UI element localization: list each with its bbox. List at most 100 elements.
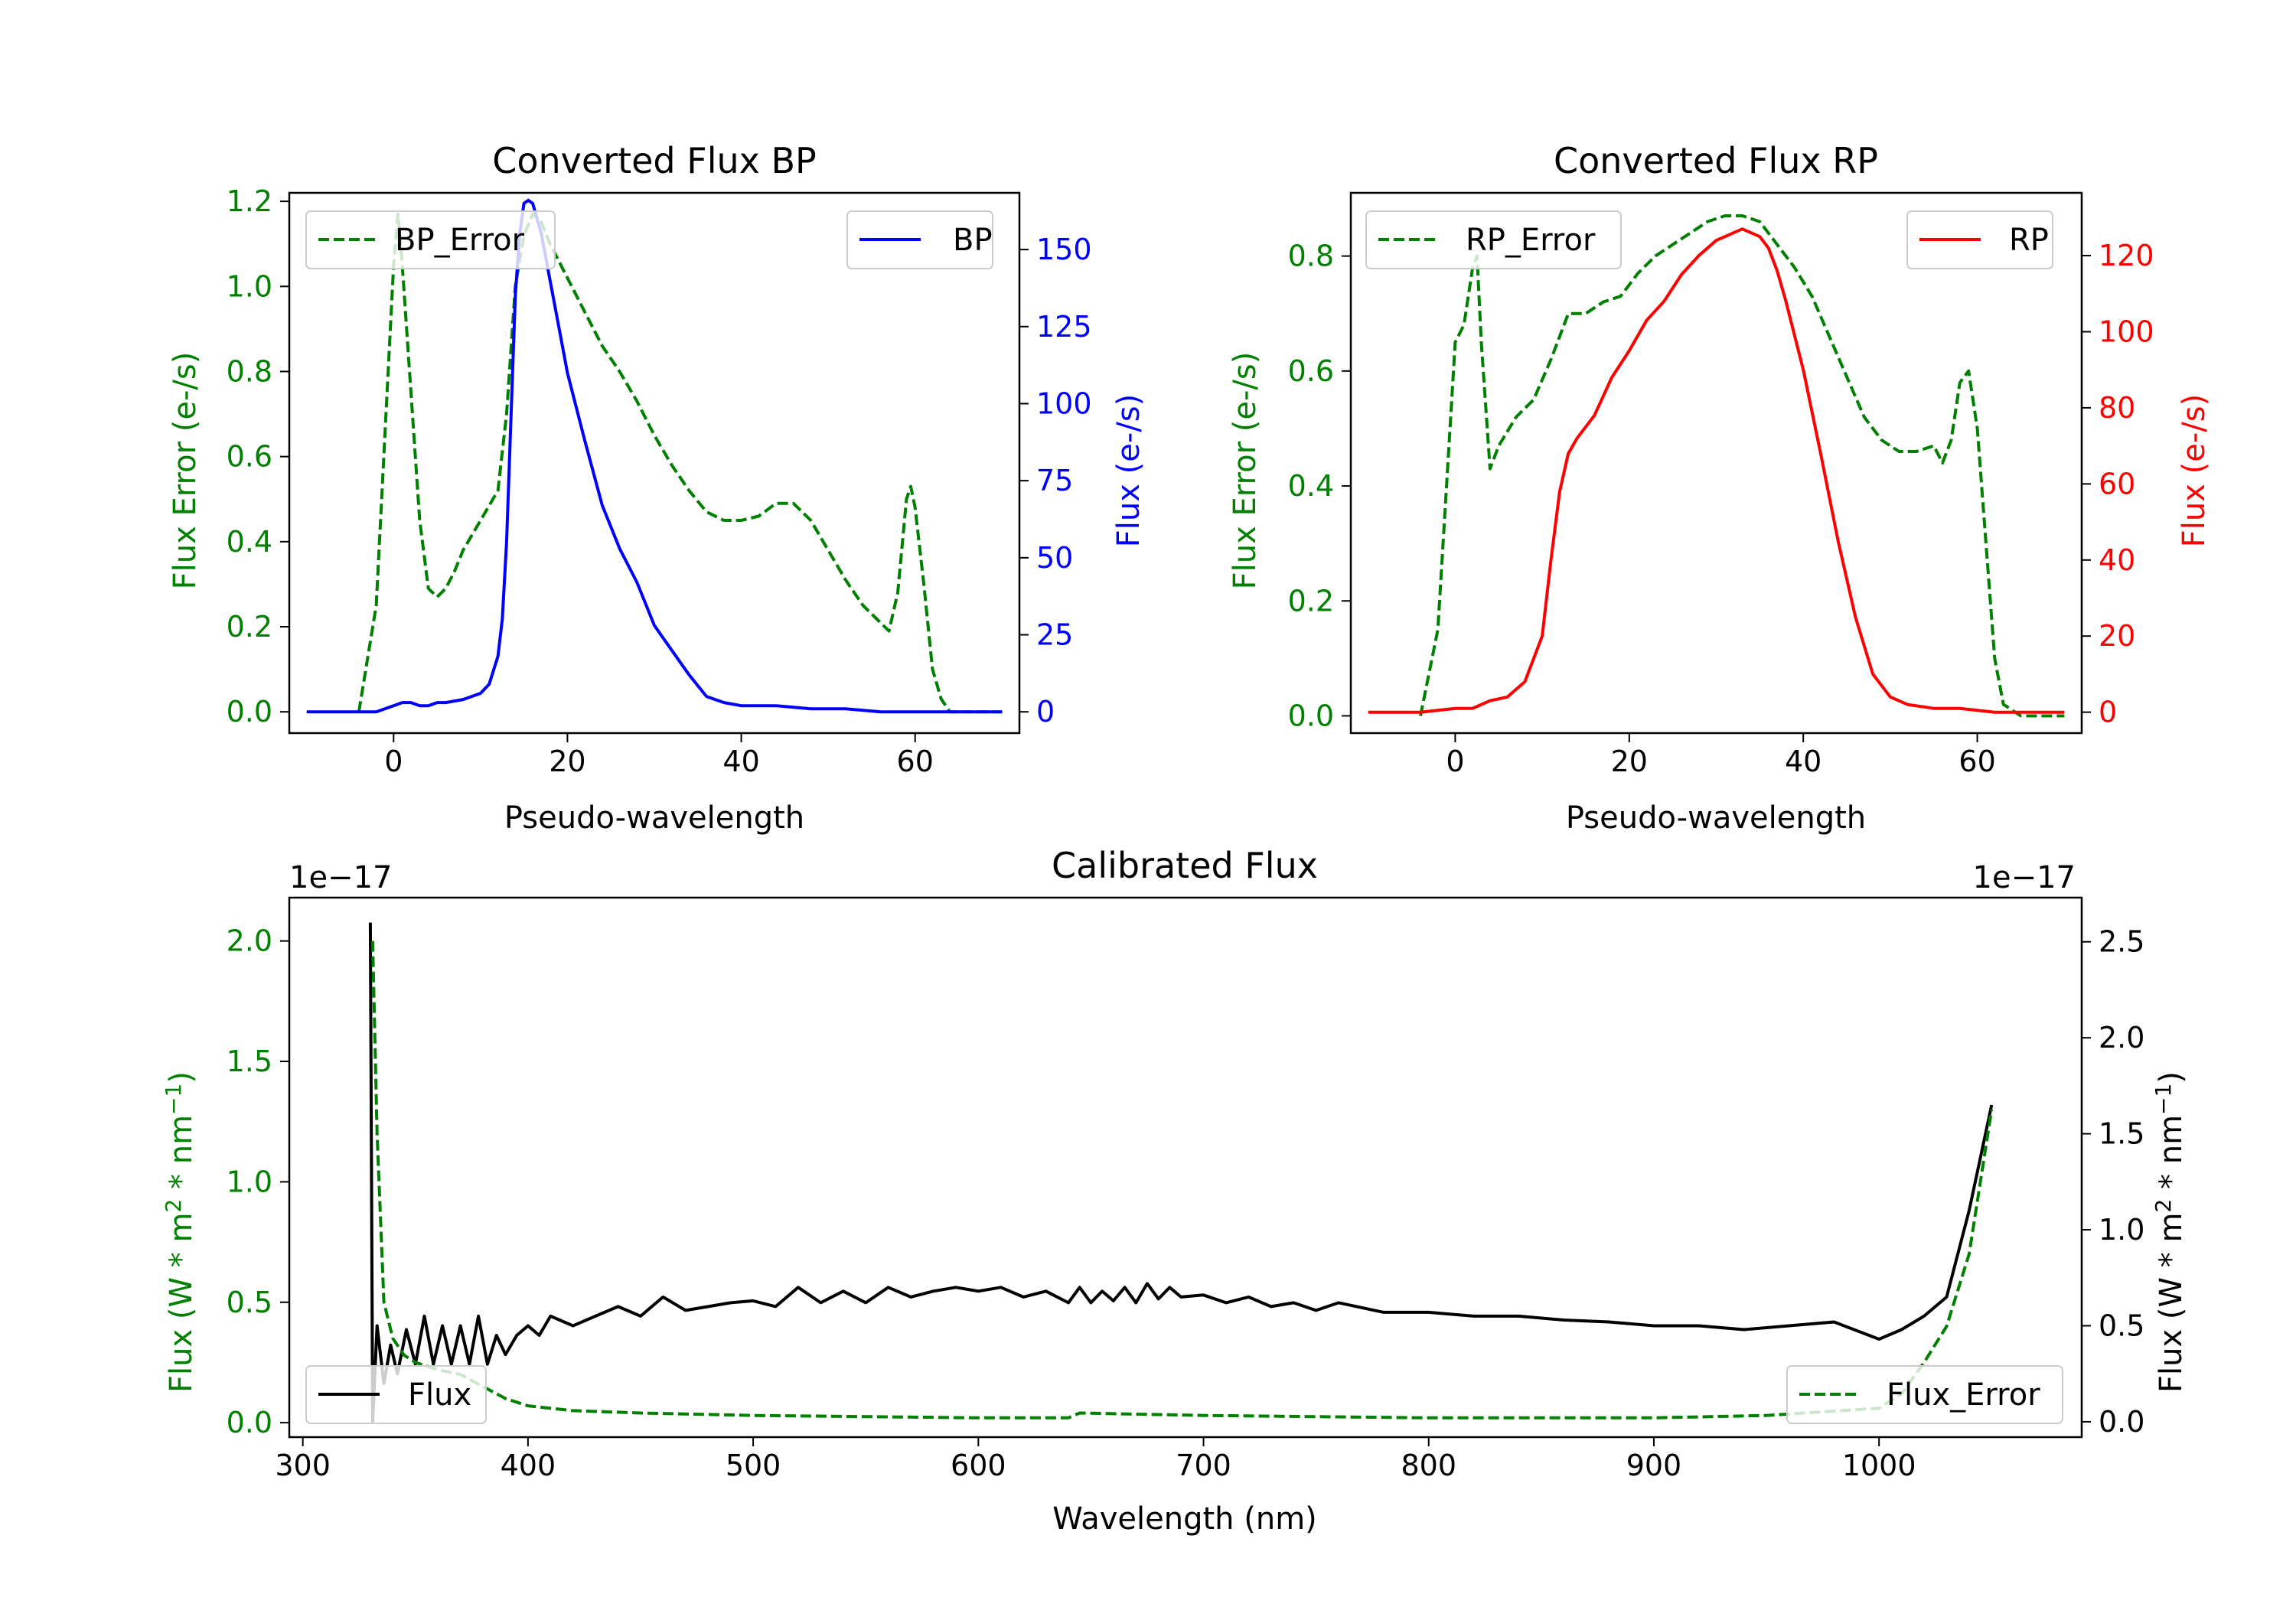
rp-plot-area: 0 20 40 60 0.0 0.2 0.4 0.6 0.8 0 20 40 60 80 100 120: [1288, 191, 2154, 778]
calibrated-ytick-right-label: 0.0: [2099, 1405, 2144, 1439]
rp-ytick-right-label: 120: [2099, 239, 2154, 272]
rp-ytick-left-label: 0.2: [1288, 584, 1334, 618]
rp-legend-flux: RP: [1906, 210, 2053, 269]
rp-title: Converted Flux RP: [1554, 140, 1878, 181]
calibrated-legend-flux-label: Flux: [408, 1377, 471, 1413]
calibrated-title: Calibrated Flux: [1052, 845, 1318, 886]
bp-xlabel: Pseudo-wavelength: [504, 800, 804, 836]
rp-xtick-label: 20: [1611, 745, 1648, 778]
calibrated-xtick-label: 600: [951, 1449, 1006, 1482]
calibrated-plot-area: 300 400 500 600 700 800 900 1000 0.0 0.5 1.0 1.5 2.0…: [227, 896, 2144, 1482]
calibrated-ylabel-left-base: Flux (W * m: [164, 1213, 199, 1393]
calibrated-ytick-left-label: 2.0: [227, 924, 272, 958]
bp-ytick-left-label: 0.2: [227, 610, 272, 644]
bp-ylabel-right: Flux (e-/s): [1111, 394, 1146, 547]
calibrated-ytick-left-label: 0.0: [227, 1406, 272, 1439]
calibrated-ylabel-right-mid: * nm: [2154, 1115, 2189, 1199]
rp-xtick-label: 60: [1958, 745, 1995, 778]
bp-ytick-left-label: 1.2: [227, 184, 272, 218]
calibrated-ytick-left-label: 1.5: [227, 1045, 272, 1078]
bp-ytick-right-label: 0: [1036, 695, 1055, 729]
rp-ytick-left-label: 0.4: [1288, 469, 1334, 503]
bp-panel: Converted Flux BP 0 20 40 60 0.0 0.2 0.4 0.6 0.8…: [168, 140, 1146, 836]
calibrated-ylabel-right: Flux (W * m2 * nm−1): [2151, 1071, 2189, 1393]
bp-ytick-left-label: 0.8: [227, 354, 272, 388]
calibrated-ytick-right-label: 1.0: [2099, 1213, 2144, 1247]
bp-xtick-label: 60: [897, 745, 934, 778]
rp-ytick-right-label: 20: [2099, 619, 2135, 653]
calibrated-legend-error: Flux_Error: [1786, 1365, 2063, 1424]
calibrated-ytick-right-label: 2.0: [2099, 1021, 2144, 1054]
bp-legend-flux-label: BP: [953, 223, 993, 258]
calibrated-axes-frame: [288, 896, 2083, 1439]
bp-ytick-left-label: 1.0: [227, 269, 272, 303]
calibrated-ytick-right-label: 2.5: [2099, 925, 2144, 959]
rp-xtick-label: 0: [1446, 745, 1464, 778]
rp-legend-flux-label: RP: [2009, 223, 2049, 258]
calibrated-ylabel-right-sup1: 2: [2151, 1199, 2176, 1213]
bp-xtick-label: 0: [384, 745, 403, 778]
calibrated-xtick-label: 700: [1176, 1449, 1231, 1482]
rp-ytick-right-label: 100: [2099, 315, 2154, 348]
bp-ytick-right-label: 25: [1036, 618, 1073, 652]
calibrated-legend-error-box: [1786, 1365, 2063, 1424]
calibrated-ytick-left-label: 0.5: [227, 1286, 272, 1319]
rp-ytick-left-label: 0.6: [1288, 354, 1334, 388]
calibrated-offset-left: 1e−17: [289, 860, 392, 895]
calibrated-ylabel-left-end: ): [164, 1071, 199, 1084]
rp-legend-error: RP_Error: [1365, 210, 1622, 269]
bp-ytick-right-label: 100: [1036, 386, 1092, 420]
rp-ytick-left-label: 0.8: [1288, 240, 1334, 273]
bp-legend-flux: BP: [846, 210, 993, 269]
bp-plot-area: 0 20 40 60 0.0 0.2 0.4 0.6 0.8 1.0 1.2 0 25 50 75 100 12…: [227, 184, 1092, 778]
calibrated-ylabel-right-base: Flux (W * m: [2154, 1213, 2189, 1393]
calibrated-xtick-label: 900: [1626, 1449, 1682, 1482]
bp-xtick-label: 20: [549, 745, 585, 778]
rp-ytick-right-label: 80: [2099, 391, 2135, 425]
calibrated-ylabel-right-end: ): [2154, 1071, 2189, 1084]
calibrated-legend-flux: Flux: [305, 1365, 487, 1424]
calibrated-xtick-label: 500: [726, 1449, 781, 1482]
calibrated-ytick-right-label: 0.5: [2099, 1309, 2144, 1342]
calibrated-ylabel-left: Flux (W * m2 * nm−1): [161, 1071, 199, 1393]
calibrated-ytick-right-label: 1.5: [2099, 1117, 2144, 1151]
rp-ytick-right-label: 40: [2099, 543, 2135, 577]
bp-ytick-right-label: 75: [1036, 464, 1073, 497]
rp-series-rp: [1368, 227, 2065, 714]
bp-ytick-right-label: 150: [1036, 233, 1092, 266]
rp-ytick-right-label: 60: [2099, 467, 2135, 500]
bp-xtick-label: 40: [722, 745, 759, 778]
calibrated-xtick-label: 300: [275, 1449, 331, 1482]
bp-axes-frame: [288, 191, 1021, 735]
bp-legend-error-box: [305, 210, 556, 269]
calibrated-ylabel-left-mid: * nm: [164, 1115, 199, 1199]
bp-ytick-left-label: 0.4: [227, 525, 272, 559]
rp-ylabel-left: Flux Error (e-/s): [1228, 352, 1263, 590]
rp-axes-frame: [1349, 191, 2083, 735]
bp-series-bp-error: [357, 212, 1003, 714]
calibrated-legend-error-label: Flux_Error: [1887, 1377, 2040, 1413]
rp-ytick-left-label: 0.0: [1288, 699, 1334, 732]
calibrated-ylabel-right-sup2: −1: [2151, 1084, 2176, 1115]
calibrated-xlabel: Wavelength (nm): [1052, 1501, 1317, 1537]
bp-ytick-right-label: 125: [1036, 310, 1092, 344]
bp-ytick-right-label: 50: [1036, 541, 1073, 575]
calibrated-xtick-label: 1000: [1842, 1449, 1916, 1482]
rp-xlabel: Pseudo-wavelength: [1566, 800, 1866, 836]
calibrated-xtick-label: 400: [501, 1449, 556, 1482]
rp-panel: Converted Flux RP 0 20 40 60 0.0 0.2 0.4 0.6 0.8…: [1228, 140, 2212, 836]
bp-ytick-left-label: 0.6: [227, 440, 272, 474]
calibrated-panel: Calibrated Flux 1e−17 1e−17 300 400 500 600…: [161, 845, 2189, 1537]
rp-legend-error-label: RP_Error: [1466, 223, 1596, 258]
bp-legend-error: BP_Error: [305, 210, 556, 269]
calibrated-ylabel-left-sup1: 2: [161, 1199, 186, 1213]
bp-ytick-left-label: 0.0: [227, 695, 272, 729]
rp-xtick-label: 40: [1785, 745, 1821, 778]
rp-ytick-right-label: 0: [2099, 696, 2117, 729]
bp-legend-error-label: BP_Error: [395, 223, 525, 258]
bp-ylabel-left: Flux Error (e-/s): [168, 352, 203, 590]
bp-title: Converted Flux BP: [492, 140, 817, 181]
rp-legend-error-box: [1365, 210, 1622, 269]
calibrated-xtick-label: 800: [1401, 1449, 1456, 1482]
